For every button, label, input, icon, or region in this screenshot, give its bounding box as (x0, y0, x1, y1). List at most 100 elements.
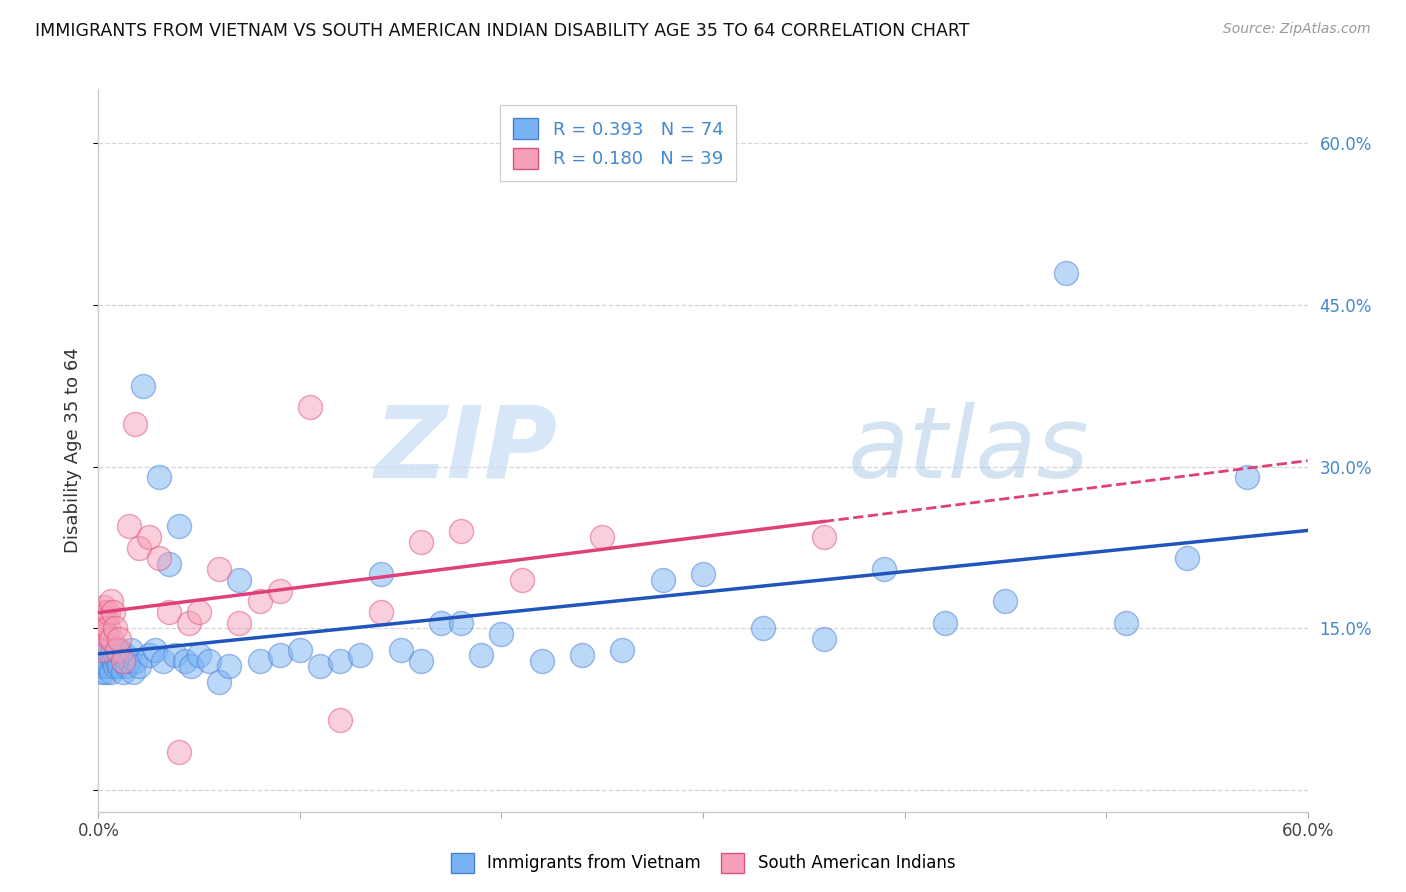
Point (96, 627, 118, 641)
Point (128, 541, 150, 555)
Point (1236, 470, 1258, 484)
Point (148, 551, 170, 566)
Point (114, 648, 136, 663)
Point (198, 654, 221, 668)
Text: ZIP: ZIP (375, 402, 558, 499)
Point (167, 746, 190, 760)
Point (96, 610, 118, 624)
Point (288, 643, 311, 657)
Point (93, 599, 115, 614)
Point (299, 401, 322, 415)
Point (370, 605, 392, 619)
Point (138, 530, 160, 544)
Point (105, 654, 128, 668)
Text: Source: ZipAtlas.com: Source: ZipAtlas.com (1223, 22, 1371, 37)
Point (269, 648, 291, 663)
Point (97, 605, 120, 619)
Point (124, 654, 146, 668)
Point (120, 643, 142, 657)
Point (934, 615, 956, 630)
Point (269, 583, 291, 598)
Point (591, 530, 613, 544)
Legend: R = 0.393   N = 74, R = 0.180   N = 39: R = 0.393 N = 74, R = 0.180 N = 39 (501, 105, 737, 181)
Point (752, 621, 775, 635)
Point (329, 713, 352, 727)
Point (370, 567, 392, 582)
Point (143, 643, 166, 657)
Point (1115, 615, 1137, 630)
Point (651, 573, 673, 587)
Legend: Immigrants from Vietnam, South American Indians: Immigrants from Vietnam, South American … (444, 847, 962, 880)
Point (100, 594, 122, 608)
Point (132, 378, 155, 392)
Point (91, 615, 114, 630)
Point (249, 654, 271, 668)
Point (167, 519, 190, 533)
Point (491, 627, 513, 641)
Point (97, 621, 120, 635)
Point (218, 659, 240, 673)
Point (111, 665, 134, 679)
Point (103, 648, 125, 663)
Point (121, 665, 143, 679)
Point (450, 524, 472, 539)
Point (100, 648, 122, 663)
Point (228, 573, 250, 587)
Point (148, 470, 170, 484)
Point (89, 610, 111, 624)
Point (208, 562, 231, 576)
Point (994, 594, 1017, 608)
Point (97, 659, 120, 673)
Point (100, 665, 122, 679)
Point (115, 659, 138, 673)
Point (96, 643, 118, 657)
Point (89, 627, 111, 641)
Point (571, 648, 593, 663)
Point (157, 605, 180, 619)
Point (101, 654, 124, 668)
Point (105, 643, 128, 657)
Point (329, 654, 352, 668)
Point (103, 659, 125, 673)
Point (93, 654, 115, 668)
Point (96, 648, 118, 663)
Point (510, 573, 533, 587)
Point (93, 621, 115, 635)
Point (93, 605, 115, 619)
Point (612, 643, 634, 657)
Point (228, 615, 250, 630)
Point (89, 659, 111, 673)
Point (107, 659, 129, 673)
Point (873, 562, 896, 576)
Point (188, 605, 211, 619)
Point (174, 654, 197, 668)
Point (249, 594, 271, 608)
Point (389, 643, 412, 657)
Point (180, 659, 202, 673)
Point (470, 648, 492, 663)
Point (101, 605, 124, 619)
Point (118, 654, 141, 668)
Text: IMMIGRANTS FROM VIETNAM VS SOUTH AMERICAN INDIAN DISABILITY AGE 35 TO 64 CORRELA: IMMIGRANTS FROM VIETNAM VS SOUTH AMERICA… (35, 22, 970, 40)
Point (349, 648, 371, 663)
Point (179, 615, 201, 630)
Point (93, 638, 115, 652)
Point (450, 615, 472, 630)
Text: atlas: atlas (848, 402, 1090, 499)
Point (1054, 266, 1077, 280)
Point (110, 648, 132, 663)
Point (152, 654, 174, 668)
Point (118, 519, 141, 533)
Point (100, 632, 122, 647)
Point (128, 659, 150, 673)
Point (89, 643, 111, 657)
Point (91, 632, 114, 647)
Point (208, 675, 231, 690)
Point (430, 615, 453, 630)
Point (188, 648, 211, 663)
Point (1175, 551, 1198, 566)
Point (101, 643, 124, 657)
Point (97, 654, 120, 668)
Point (107, 632, 129, 647)
Point (96, 665, 118, 679)
